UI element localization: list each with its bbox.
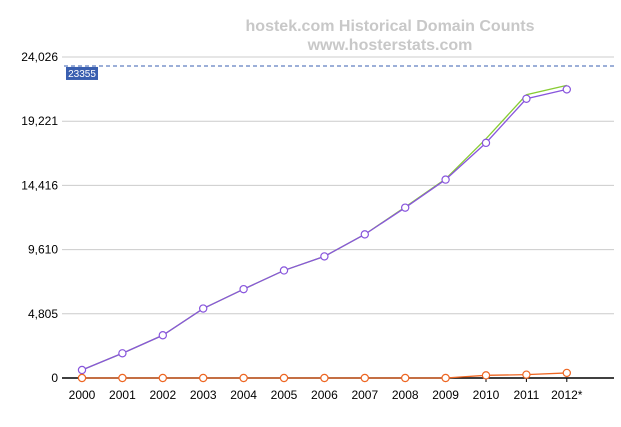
x-tick-label: 2006 (311, 388, 338, 402)
series-line-1 (81, 84, 567, 371)
reference-label: 23355 (68, 69, 96, 80)
x-tick-label: 2000 (69, 388, 96, 402)
x-tick-label: 2012* (551, 388, 583, 402)
y-tick-label: 4,805 (28, 307, 58, 321)
data-point (441, 373, 450, 383)
data-point (158, 373, 167, 383)
x-tick-label: 2009 (432, 388, 459, 402)
data-point (522, 94, 531, 103)
data-point (401, 373, 410, 383)
data-point (118, 373, 127, 383)
data-point (239, 284, 248, 294)
data-point (320, 252, 329, 261)
data-point (118, 349, 127, 358)
series-line-2 (81, 88, 567, 371)
data-point (198, 373, 208, 383)
data-point (198, 304, 208, 313)
chart-subtitle: www.hosterstats.com (307, 37, 473, 54)
y-tick-label: 14,416 (21, 178, 58, 192)
x-tick-label: 2001 (109, 388, 136, 402)
series-group (77, 84, 572, 383)
reference-label-box (66, 66, 98, 80)
chart-title: hostek.com Historical Domain Counts (245, 18, 535, 35)
data-point (401, 203, 410, 212)
y-tick-label: 19,221 (21, 114, 58, 128)
data-point (562, 85, 572, 94)
data-point (77, 373, 87, 383)
data-point (239, 373, 248, 383)
y-tick-label: 0 (51, 371, 58, 385)
y-tick-label: 9,610 (28, 243, 58, 257)
x-tick-label: 2004 (230, 388, 257, 402)
data-point (279, 373, 289, 383)
data-point (279, 266, 289, 275)
x-tick-label: 2011 (513, 388, 539, 402)
data-point (441, 175, 450, 184)
tick-labels: 0 4,805 9,610 14,416 19,221 24,026 2000 2001 200… (21, 50, 583, 402)
data-point (481, 371, 491, 380)
x-tick-label: 2007 (351, 388, 378, 402)
data-point (77, 365, 87, 375)
x-tick-label: 2008 (392, 388, 419, 402)
x-tick-label: 2002 (149, 388, 176, 402)
data-point (562, 368, 572, 378)
data-point (320, 373, 329, 383)
grid-lines (62, 56, 614, 315)
data-point (158, 331, 167, 340)
x-tick-label: 2005 (271, 388, 298, 402)
y-tick-label: 24,026 (21, 50, 58, 64)
x-tick-label: 2003 (190, 388, 217, 402)
data-point (360, 230, 369, 239)
reference-line-group: 23355 (64, 65, 614, 80)
data-point (360, 373, 369, 383)
data-point (522, 370, 531, 379)
data-point (481, 138, 491, 148)
x-tick-label: 2010 (473, 388, 500, 402)
